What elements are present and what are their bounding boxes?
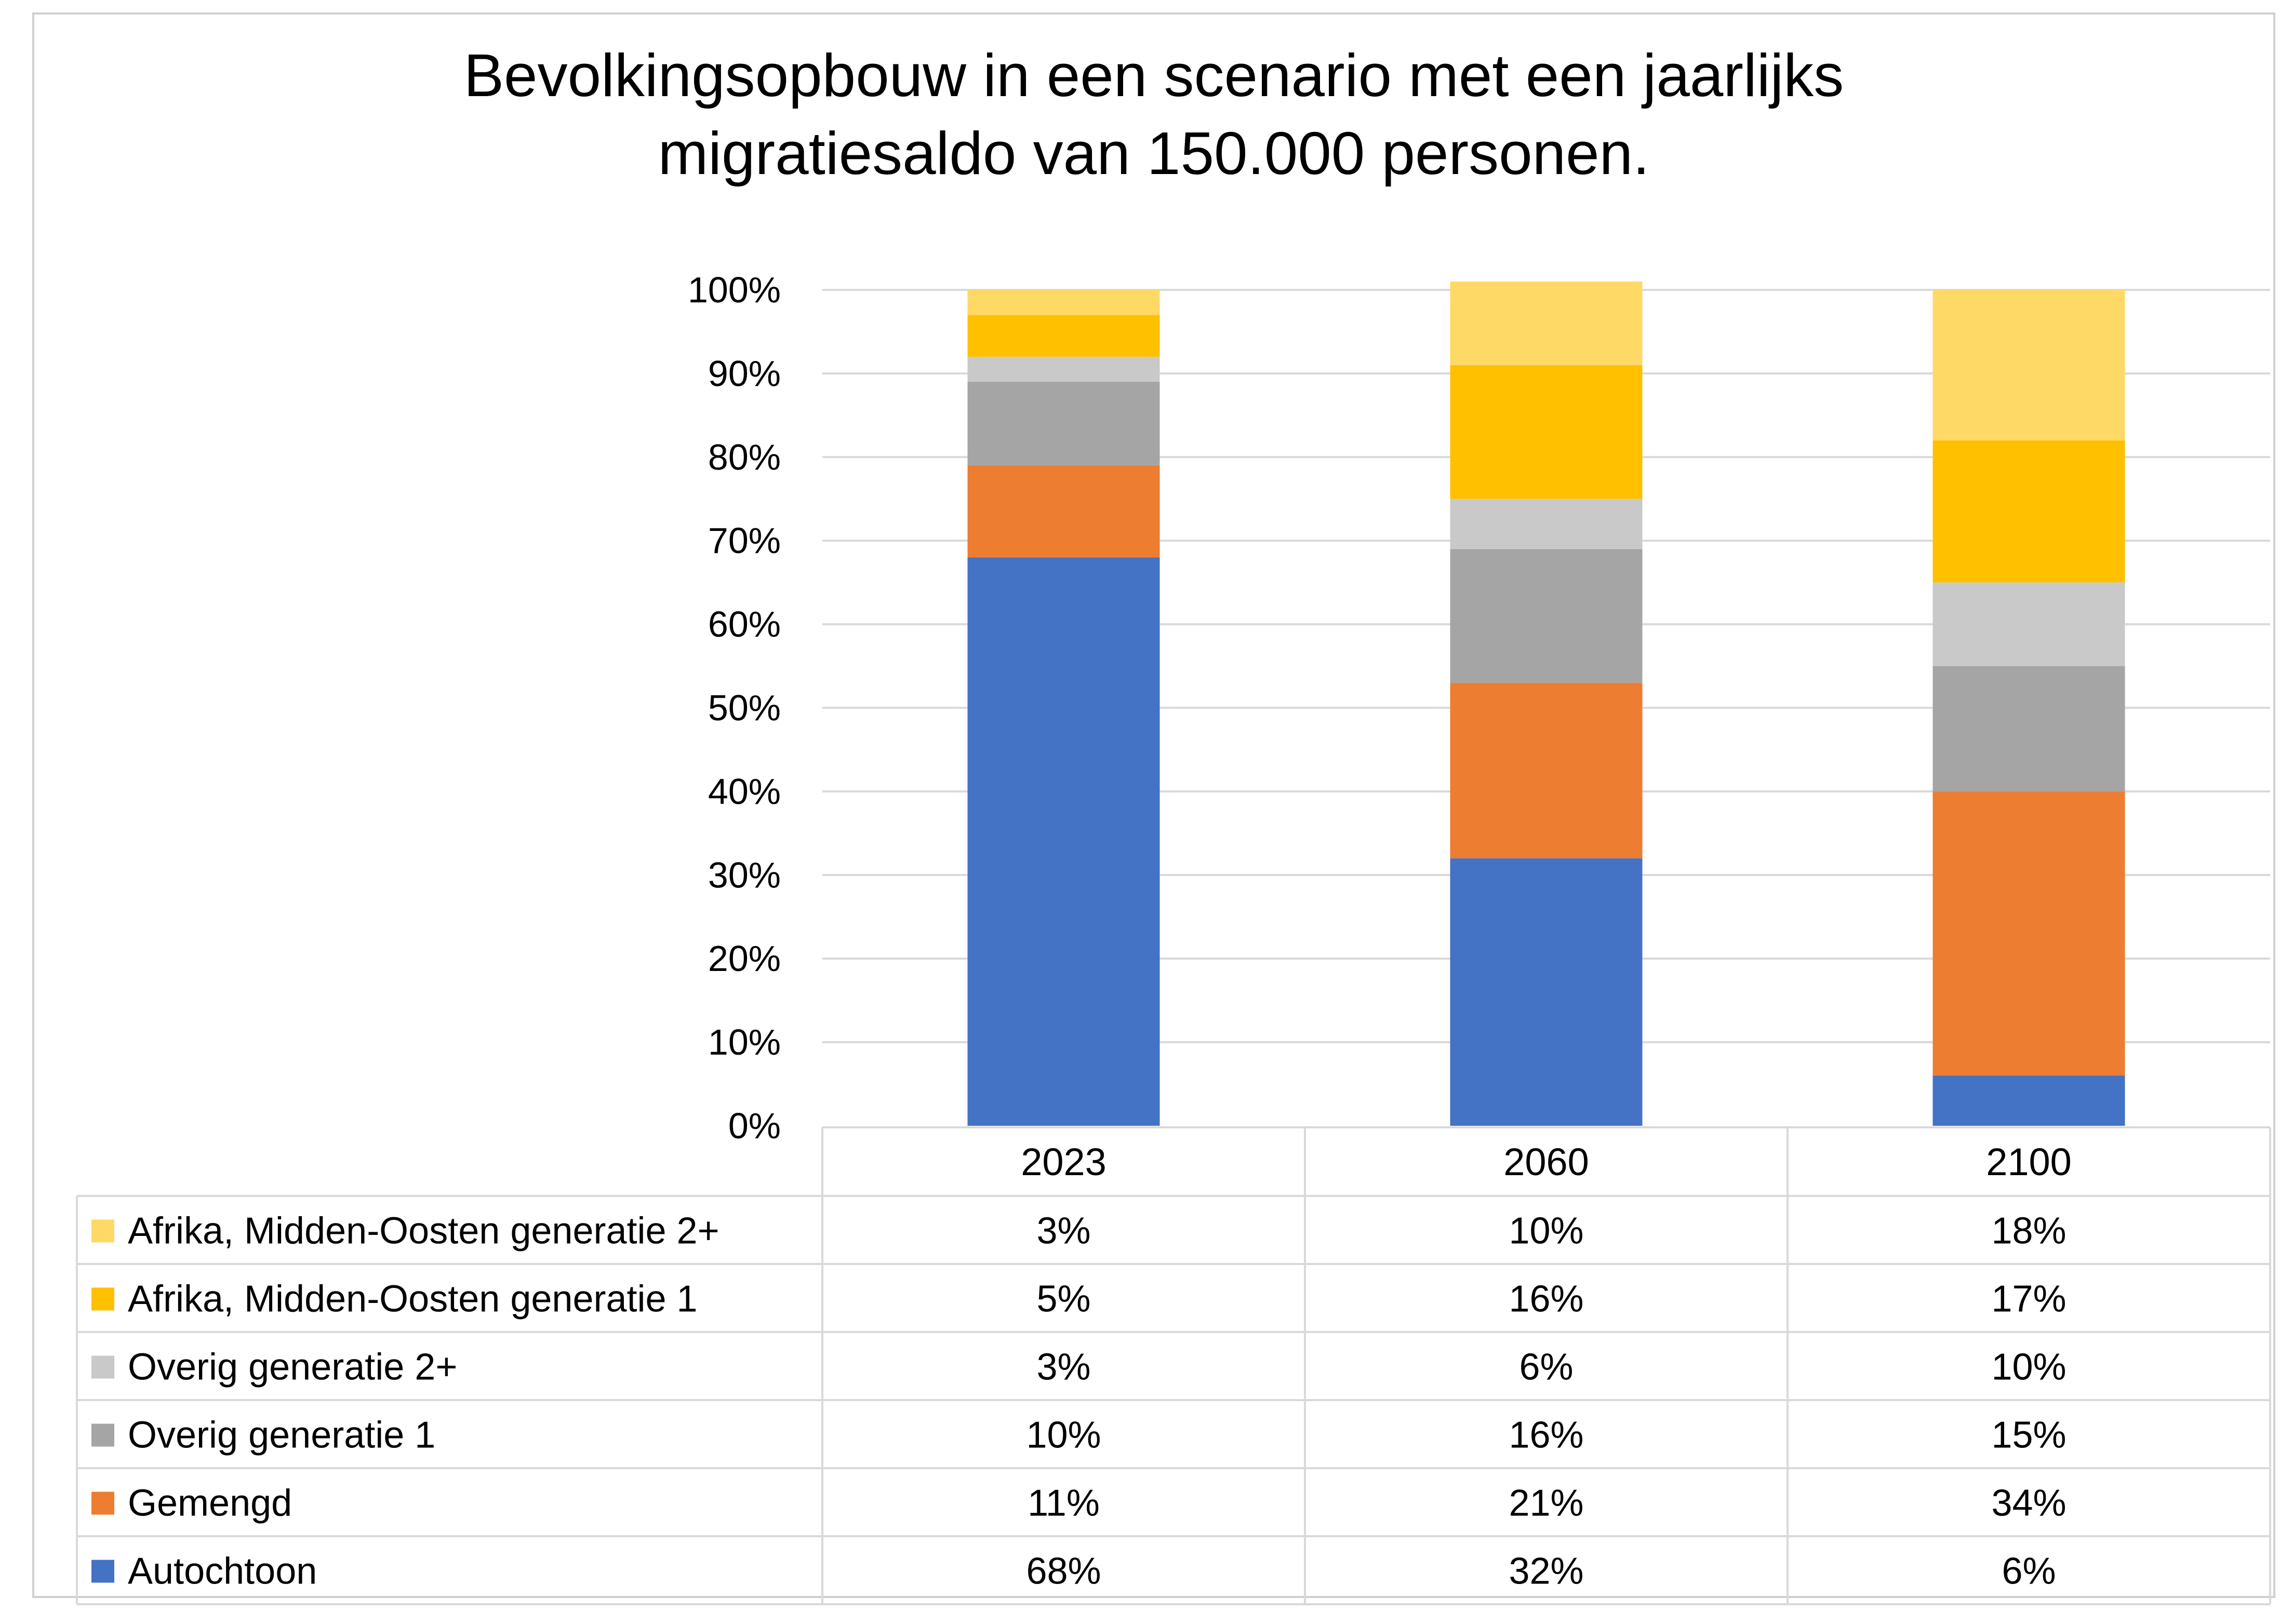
- data-label: 16%: [1509, 1415, 1583, 1456]
- y-tick-label: 60%: [708, 604, 781, 645]
- chart-title-line-2: migratiesaldo van 150.000 personen.: [658, 119, 1650, 187]
- bar-segment: [1932, 440, 2125, 583]
- data-label: 17%: [1991, 1279, 2066, 1320]
- data-table: 2023 2060 2100 Afrika, Midden-Oosten genera…: [76, 1126, 2271, 1605]
- bar-segment: [1450, 365, 1643, 499]
- bar-segment: [1932, 290, 2125, 441]
- y-tick-label: 70%: [708, 521, 781, 561]
- legend-label: Autochtoon: [128, 1551, 317, 1592]
- bar-segment: [1450, 281, 1643, 365]
- data-label: 5%: [1036, 1279, 1090, 1320]
- data-label: 3%: [1036, 1210, 1090, 1252]
- y-tick-label: 80%: [708, 437, 781, 477]
- y-tick-label: 40%: [708, 771, 781, 811]
- data-label: 6%: [2002, 1551, 2056, 1592]
- bar-segment: [967, 356, 1160, 382]
- y-tick-label: 50%: [708, 688, 781, 728]
- y-tick-label: 20%: [708, 938, 781, 979]
- y-tick-label: 90%: [708, 353, 781, 394]
- bar-segment: [967, 381, 1160, 465]
- bar-segment: [1450, 858, 1643, 1126]
- data-label: 11%: [1028, 1483, 1100, 1524]
- bar-segment: [1932, 582, 2125, 667]
- data-label: 18%: [1991, 1210, 2066, 1252]
- category-label: 2023: [1021, 1140, 1106, 1183]
- y-tick-label: 100%: [688, 270, 781, 310]
- bar-segment: [967, 315, 1160, 357]
- data-label: 68%: [1026, 1551, 1101, 1592]
- legend-swatch: [91, 1492, 114, 1515]
- legend-label: Gemengd: [128, 1483, 292, 1524]
- legend-label: Afrika, Midden-Oosten generatie 2+: [128, 1210, 719, 1252]
- data-label: 10%: [1026, 1415, 1101, 1456]
- y-tick-label: 0%: [728, 1106, 781, 1146]
- bar-segment: [1932, 1075, 2125, 1126]
- y-axis-tick-labels: 0% 10% 20% 30% 40% 50% 60% 70% 80% 90% 100%: [688, 270, 781, 1146]
- bar-segment: [1932, 666, 2125, 792]
- bar-segment: [1450, 499, 1643, 549]
- chart-title: Bevolkingsopbouw in een scenario met een…: [32, 36, 2275, 192]
- bar-segment: [967, 290, 1160, 315]
- chart-title-line-1: Bevolkingsopbouw in een scenario met een…: [463, 42, 1844, 109]
- data-label: 16%: [1509, 1279, 1583, 1320]
- data-label: 15%: [1991, 1415, 2066, 1456]
- bar-segment: [1932, 791, 2125, 1076]
- bars: [967, 281, 2125, 1126]
- category-label: 2100: [1986, 1140, 2072, 1183]
- category-label: 2060: [1503, 1140, 1589, 1183]
- data-label: 3%: [1036, 1347, 1090, 1388]
- data-label: 34%: [1991, 1483, 2066, 1524]
- legend-swatch: [91, 1560, 114, 1583]
- data-label: 21%: [1509, 1483, 1583, 1524]
- legend-swatch: [91, 1355, 114, 1379]
- legend-label: Overig generatie 1: [128, 1415, 435, 1456]
- legend-label: Afrika, Midden-Oosten generatie 1: [128, 1279, 698, 1320]
- legend-swatch: [91, 1287, 114, 1311]
- legend-swatch: [91, 1423, 114, 1447]
- data-label: 32%: [1509, 1551, 1583, 1592]
- y-tick-label: 30%: [708, 855, 781, 895]
- data-label: 10%: [1991, 1347, 2066, 1388]
- legend-swatch: [91, 1219, 114, 1243]
- data-label: 6%: [1519, 1347, 1573, 1388]
- legend-label: Overig generatie 2+: [128, 1347, 457, 1388]
- bar-segment: [967, 465, 1160, 557]
- bar-segment: [1450, 683, 1643, 859]
- bar-segment: [1450, 549, 1643, 683]
- data-label: 10%: [1509, 1210, 1583, 1252]
- y-tick-label: 10%: [708, 1022, 781, 1062]
- bar-segment: [967, 557, 1160, 1126]
